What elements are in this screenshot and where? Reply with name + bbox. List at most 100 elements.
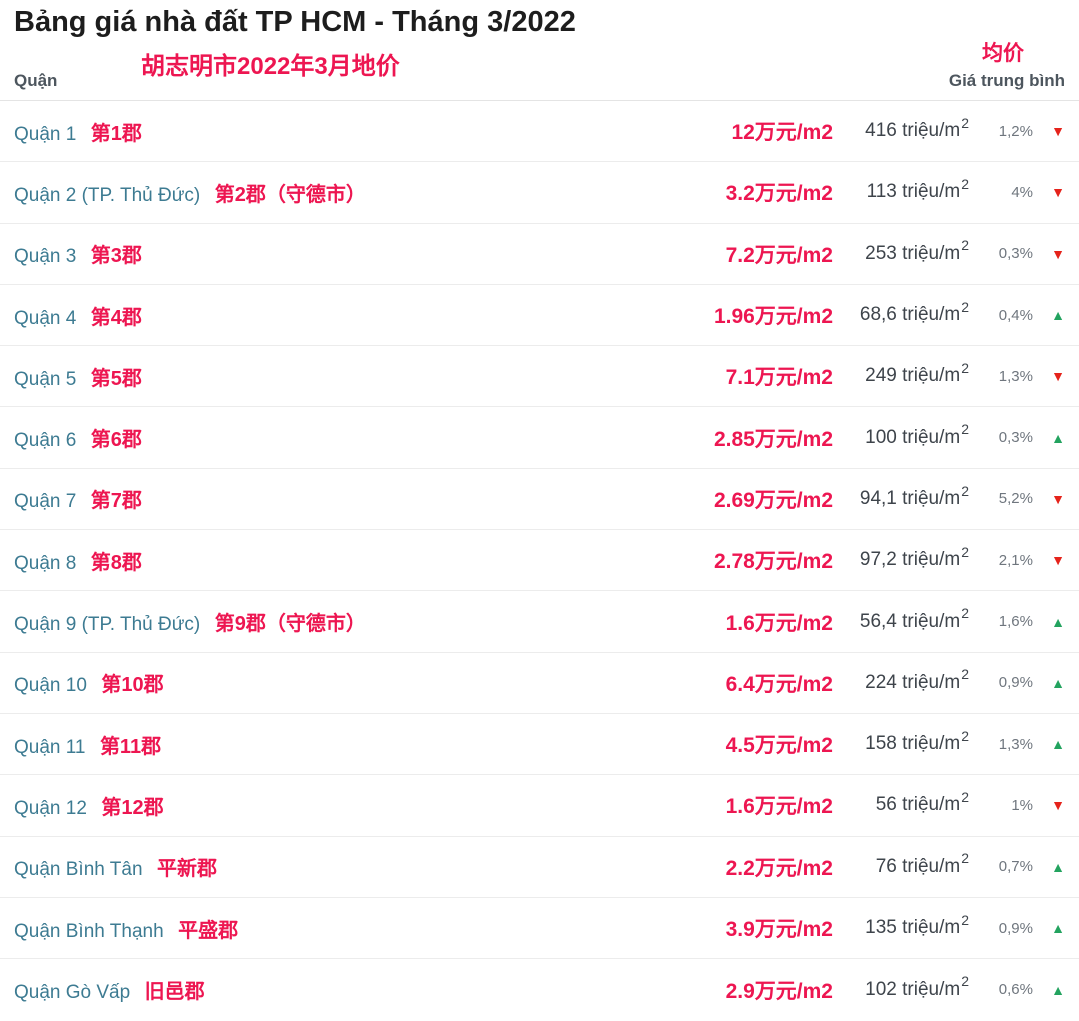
table-row[interactable]: Quận 10 第10郡 6.4万元/m2 224 triệu/m2 0,9% … — [0, 653, 1079, 714]
price-vnd: 102 triệu/m2 — [839, 974, 969, 1001]
price-vnd: 76 triệu/m2 — [839, 851, 969, 878]
district-link[interactable]: Quận 10 — [14, 675, 87, 697]
district-link[interactable]: Quận 5 — [14, 368, 77, 390]
price-vnd: 249 triệu/m2 — [839, 361, 969, 387]
district-link[interactable]: Quận 11 — [14, 736, 86, 758]
table-row[interactable]: Quận 4 第4郡 1.96万元/m2 68,6 triệu/m2 0,4% … — [0, 285, 1079, 347]
change-percent: 0,4% — [998, 306, 1033, 324]
price-vnd-value: 56 triệu/m — [875, 794, 961, 816]
price-vnd-value: 102 triệu/m — [865, 978, 961, 1000]
change-arrow-icon: ▲ — [1051, 613, 1065, 630]
district-annotation-cn: 第8郡 — [90, 551, 142, 574]
district-annotation-cn: 第11郡 — [99, 735, 162, 758]
change-percent: 1,3% — [998, 735, 1033, 753]
change-percent: 1% — [1011, 796, 1033, 814]
table-header: Bảng giá nhà đất TP HCM - Tháng 3/2022 胡… — [0, 0, 1079, 101]
district-cell: Quận 7 第7郡 — [14, 484, 708, 513]
price-vnd-value: 416 triệu/m — [865, 120, 961, 142]
district-annotation-cn: 第5郡 — [90, 367, 142, 390]
district-cell: Quận 8 第8郡 — [14, 546, 708, 575]
price-vnd-value: 158 triệu/m — [865, 733, 961, 755]
price-vnd-value: 94,1 triệu/m — [859, 487, 961, 509]
change-arrow-icon: ▼ — [1051, 368, 1065, 385]
change-arrow-icon: ▲ — [1051, 674, 1065, 691]
price-vnd-sup: 2 — [961, 727, 969, 744]
price-cny: 4.5万元/m2 — [725, 734, 833, 758]
price-vnd-sup: 2 — [961, 237, 969, 254]
price-vnd: 68,6 triệu/m2 — [839, 300, 969, 326]
table-row[interactable]: Quận 2 (TP. Thủ Đức) 第2郡（守德市） 3.2万元/m2 1… — [0, 162, 1079, 224]
change-arrow-icon: ▲ — [1051, 858, 1065, 875]
avg-price-annotation-cn: 均价 — [982, 42, 1024, 65]
district-link[interactable]: Quận Gò Vấp — [14, 982, 131, 1004]
table-row[interactable]: Quận 11 第11郡 4.5万元/m2 158 triệu/m2 1,3% … — [0, 714, 1079, 776]
price-cny: 3.9万元/m2 — [725, 918, 833, 941]
district-link[interactable]: Quận 4 — [14, 307, 77, 329]
price-vnd: 253 triệu/m2 — [839, 238, 969, 265]
price-cny: 2.9万元/m2 — [725, 979, 833, 1003]
district-cell: Quận 2 (TP. Thủ Đức) 第2郡（守德市） — [14, 178, 720, 207]
table-row[interactable]: Quận 5 第5郡 7.1万元/m2 249 triệu/m2 1,3% ▼ — [0, 346, 1079, 408]
column-header-district: Quận — [14, 71, 58, 90]
change-percent: 0,9% — [998, 674, 1033, 692]
price-cny: 7.1万元/m2 — [725, 366, 833, 390]
district-cell: Quận Bình Thạnh 平盛郡 — [14, 914, 720, 943]
price-cny: 3.2万元/m2 — [725, 182, 833, 206]
price-vnd: 113 triệu/m2 — [839, 177, 969, 203]
district-link[interactable]: Quận 8 — [14, 552, 77, 574]
district-link[interactable]: Quận Bình Tân — [14, 859, 143, 881]
table-row[interactable]: Quận 8 第8郡 2.78万元/m2 97,2 triệu/m2 2,1% … — [0, 530, 1079, 592]
price-vnd-sup: 2 — [961, 482, 969, 499]
district-cell: Quận 9 (TP. Thủ Đức) 第9郡（守德市） — [14, 607, 720, 636]
district-annotation-cn: 第9郡（守德市） — [214, 613, 366, 636]
district-link[interactable]: Quận 7 — [14, 491, 77, 513]
table-row[interactable]: Quận 1 第1郡 12万元/m2 416 triệu/m2 1,2% ▼ — [0, 101, 1079, 163]
change-arrow-icon: ▼ — [1051, 490, 1065, 507]
price-cny: 2.78万元/m2 — [713, 550, 833, 574]
change-arrow-icon: ▼ — [1051, 797, 1065, 814]
district-link[interactable]: Quận 1 — [14, 123, 77, 145]
table-row[interactable]: Quận 3 第3郡 7.2万元/m2 253 triệu/m2 0,3% ▼ — [0, 224, 1079, 285]
change-percent: 1,2% — [998, 122, 1033, 140]
price-vnd-sup: 2 — [961, 360, 969, 376]
change-arrow-icon: ▼ — [1051, 184, 1065, 201]
district-annotation-cn: 第10郡 — [101, 674, 164, 697]
price-vnd: 56,4 triệu/m2 — [839, 606, 969, 633]
district-annotation-cn: 第6郡 — [90, 429, 142, 452]
price-vnd-value: 56,4 triệu/m — [859, 610, 961, 632]
district-annotation-cn: 第3郡 — [90, 245, 142, 268]
district-link[interactable]: Quận 6 — [14, 430, 77, 452]
district-link[interactable]: Quận 9 (TP. Thủ Đức) — [14, 614, 201, 636]
price-vnd: 56 triệu/m2 — [839, 790, 969, 816]
price-vnd-sup: 2 — [961, 605, 969, 622]
district-annotation-cn: 旧邑郡 — [144, 981, 205, 1004]
table-row[interactable]: Quận 6 第6郡 2.85万元/m2 100 triệu/m2 0,3% ▲ — [0, 407, 1079, 469]
change-arrow-icon: ▼ — [1051, 552, 1065, 569]
table-row[interactable]: Quận Bình Thạnh 平盛郡 3.9万元/m2 135 triệu/m… — [0, 898, 1079, 960]
district-link[interactable]: Quận Bình Thạnh — [14, 920, 164, 942]
table-row[interactable]: Quận Bình Tân 平新郡 2.2万元/m2 76 triệu/m2 0… — [0, 837, 1079, 898]
district-cell: Quận Gò Vấp 旧邑郡 — [14, 975, 720, 1004]
price-vnd-sup: 2 — [961, 789, 969, 806]
table-row[interactable]: Quận Gò Vấp 旧邑郡 2.9万元/m2 102 triệu/m2 0,… — [0, 959, 1079, 1020]
price-cny: 1.96万元/m2 — [713, 305, 833, 329]
district-link[interactable]: Quận 3 — [14, 246, 77, 268]
table-row[interactable]: Quận 7 第7郡 2.69万元/m2 94,1 triệu/m2 5,2% … — [0, 469, 1079, 531]
change-arrow-icon: ▲ — [1051, 736, 1065, 753]
change-percent: 0,3% — [998, 245, 1033, 263]
change-percent: 2,1% — [998, 551, 1033, 569]
price-vnd-sup: 2 — [961, 114, 969, 131]
district-link[interactable]: Quận 12 — [14, 797, 87, 819]
district-cell: Quận 4 第4郡 — [14, 301, 708, 330]
price-cny: 12万元/m2 — [731, 121, 833, 145]
price-vnd: 416 triệu/m2 — [839, 116, 969, 142]
price-vnd-value: 253 triệu/m — [865, 242, 961, 264]
table-row[interactable]: Quận 12 第12郡 1.6万元/m2 56 triệu/m2 1% ▼ — [0, 775, 1079, 837]
price-vnd: 135 triệu/m2 — [839, 913, 969, 939]
change-percent: 1,3% — [998, 367, 1033, 385]
district-link[interactable]: Quận 2 (TP. Thủ Đức) — [14, 184, 201, 206]
price-cny: 2.85万元/m2 — [713, 427, 833, 451]
table-row[interactable]: Quận 9 (TP. Thủ Đức) 第9郡（守德市） 1.6万元/m2 5… — [0, 591, 1079, 653]
title-annotation-cn: 胡志明市2022年3月地价 — [141, 53, 400, 80]
